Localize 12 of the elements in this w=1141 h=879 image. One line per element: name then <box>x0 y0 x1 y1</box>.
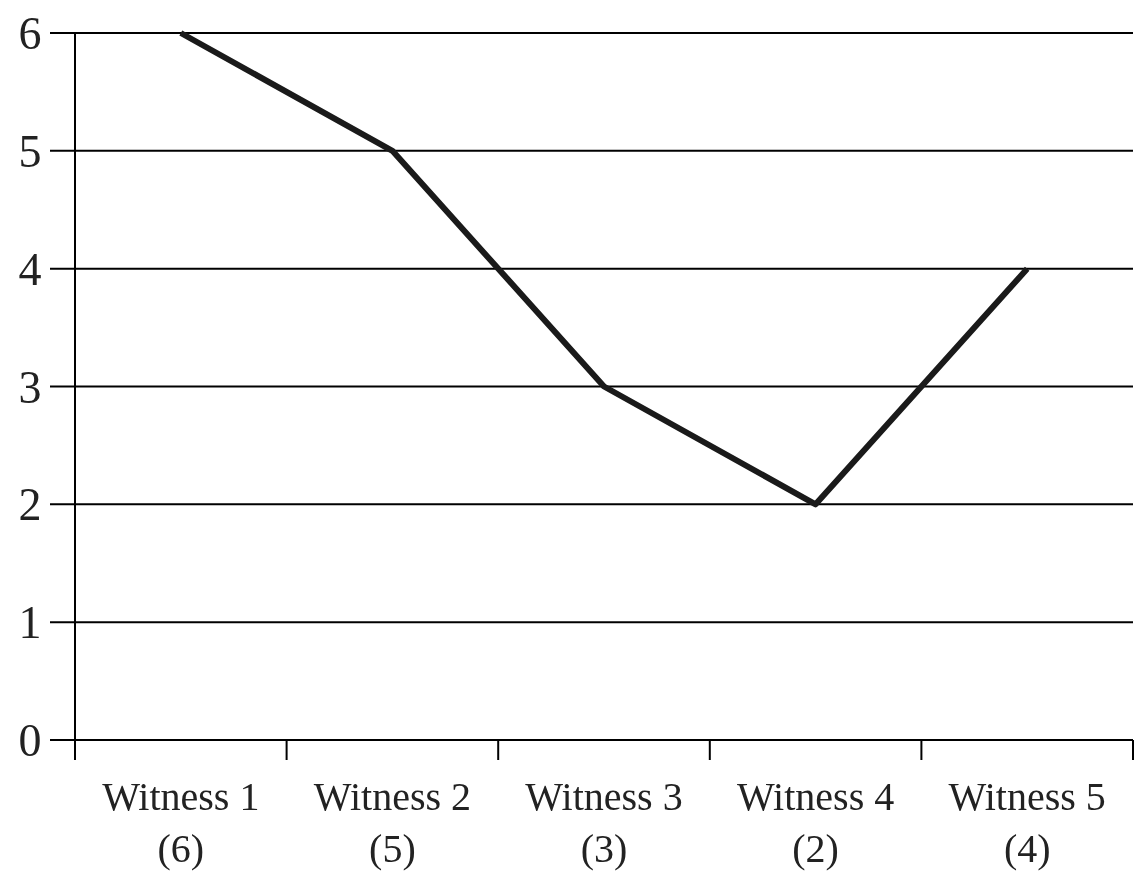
y-tick-label: 5 <box>18 125 42 177</box>
x-tick-label: Witness 2 (5) <box>313 774 472 871</box>
y-tick-label: 0 <box>18 715 42 767</box>
x-tick-label: Witness 1 (6) <box>102 774 260 871</box>
y-tick-label: 4 <box>18 243 42 295</box>
y-tick-label: 2 <box>18 479 42 531</box>
x-tick-label: Witness 5 (4) <box>948 774 1106 871</box>
y-tick-label: 3 <box>18 361 42 413</box>
y-tick-label: 1 <box>18 597 42 649</box>
y-tick-label: 6 <box>18 8 42 60</box>
x-tick-label: Witness 4 (2) <box>736 774 895 871</box>
x-tick-label: Witness 3 (3) <box>525 774 683 871</box>
